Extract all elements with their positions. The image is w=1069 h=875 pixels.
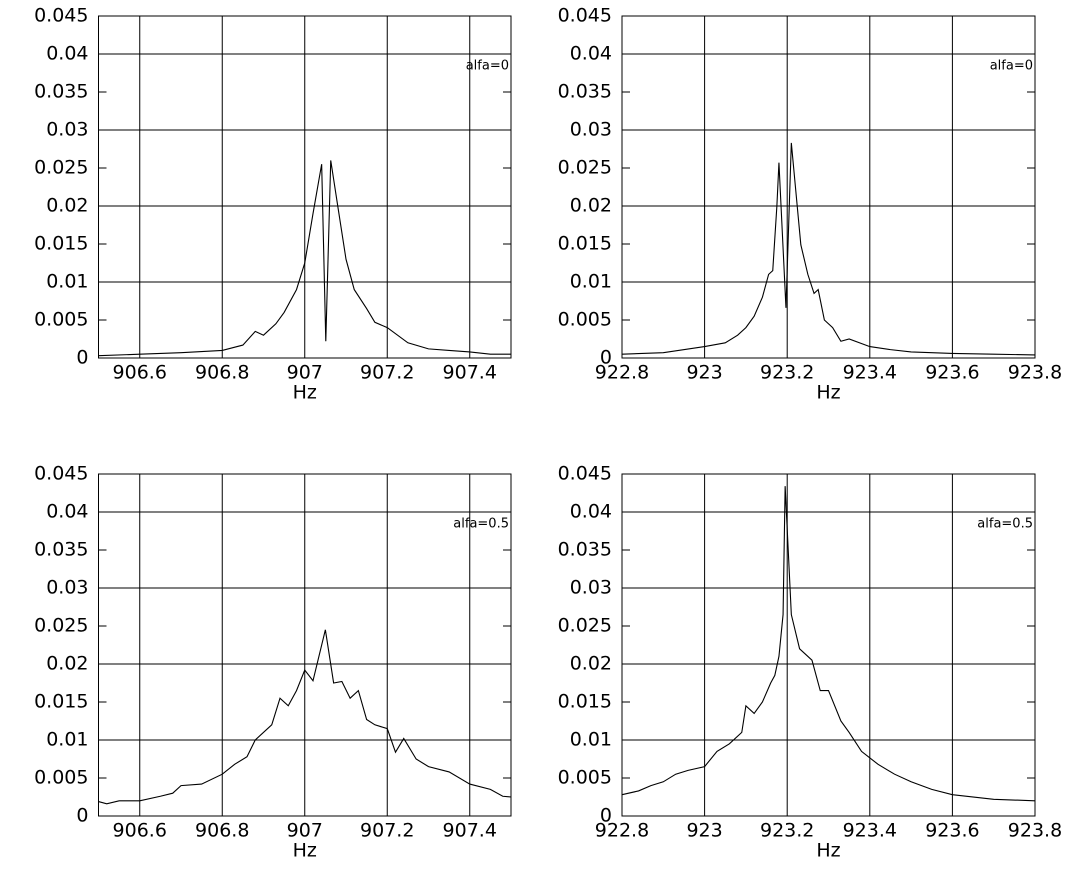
y-tick-label: 0 [76, 347, 88, 369]
x-tick-label: 923.8 [1008, 820, 1062, 842]
x-tick-label: 923.4 [843, 820, 897, 842]
x-tick-label: 906.6 [113, 362, 167, 384]
x-tick-label: 906.8 [195, 820, 249, 842]
y-tick-label: 0.015 [34, 233, 88, 255]
y-tick-label: 0.045 [34, 5, 88, 27]
y-tick-label: 0.025 [34, 615, 88, 637]
spectrum-line [98, 160, 511, 357]
x-tick-label: 907 [287, 362, 323, 384]
y-tick-label: 0.03 [570, 577, 612, 599]
y-tick-label: 0.045 [558, 5, 612, 27]
x-axis-label: Hz [293, 382, 317, 404]
x-tick-label: 922.8 [595, 820, 649, 842]
y-tick-label: 0.01 [46, 729, 88, 751]
y-tick-label: 0.01 [570, 271, 612, 293]
x-tick-label: 922.8 [595, 362, 649, 384]
y-tick-label: 0.035 [558, 539, 612, 561]
y-tick-label: 0.035 [34, 539, 88, 561]
x-tick-label: 923.6 [925, 820, 979, 842]
x-tick-label: 907.4 [443, 362, 497, 384]
y-tick-label: 0.005 [558, 767, 612, 789]
x-tick-label: 923.2 [760, 820, 814, 842]
x-tick-label: 923.4 [843, 362, 897, 384]
annotation: alfa=0 [466, 59, 509, 74]
x-tick-label: 907.2 [360, 820, 414, 842]
y-tick-label: 0.005 [34, 309, 88, 331]
x-tick-label: 923.2 [760, 362, 814, 384]
annotation: alfa=0.5 [453, 517, 509, 532]
y-tick-label: 0.025 [34, 157, 88, 179]
y-tick-label: 0.03 [46, 577, 88, 599]
y-tick-label: 0.03 [570, 119, 612, 141]
x-tick-label: 923 [686, 362, 722, 384]
y-tick-label: 0.035 [34, 81, 88, 103]
y-tick-label: 0.025 [558, 157, 612, 179]
y-tick-label: 0 [76, 805, 88, 827]
x-tick-label: 906.8 [195, 362, 249, 384]
y-tick-label: 0.04 [570, 501, 612, 523]
y-tick-label: 0.015 [558, 233, 612, 255]
annotation: alfa=0 [990, 59, 1033, 74]
x-axis-label: Hz [816, 382, 840, 404]
x-tick-label: 923.6 [925, 362, 979, 384]
y-tick-label: 0.025 [558, 615, 612, 637]
y-tick-label: 0 [600, 347, 612, 369]
annotation: alfa=0.5 [977, 517, 1033, 532]
y-tick-label: 0.02 [570, 653, 612, 675]
y-tick-label: 0.035 [558, 81, 612, 103]
spectrum-line [621, 142, 1036, 356]
y-tick-label: 0.02 [570, 195, 612, 217]
x-axis-label: Hz [816, 840, 840, 862]
x-tick-label: 907 [287, 820, 323, 842]
y-tick-label: 0.01 [570, 729, 612, 751]
x-tick-label: 923.8 [1008, 362, 1062, 384]
y-tick-label: 0 [600, 805, 612, 827]
y-tick-label: 0.045 [34, 463, 88, 485]
y-tick-label: 0.03 [46, 119, 88, 141]
x-tick-label: 907.4 [443, 820, 497, 842]
y-tick-label: 0.04 [570, 43, 612, 65]
spectrum-line [98, 629, 512, 805]
y-tick-label: 0.04 [46, 501, 88, 523]
plot-frame [621, 15, 1036, 359]
spectrum-line [621, 486, 1036, 802]
x-axis-label: Hz [293, 840, 317, 862]
x-tick-label: 906.6 [113, 820, 167, 842]
x-tick-label: 907.2 [360, 362, 414, 384]
y-tick-label: 0.04 [46, 43, 88, 65]
x-tick-label: 923 [686, 820, 722, 842]
y-tick-label: 0.005 [34, 767, 88, 789]
y-tick-label: 0.045 [558, 463, 612, 485]
y-tick-label: 0.005 [558, 309, 612, 331]
y-tick-label: 0.02 [46, 195, 88, 217]
y-tick-label: 0.015 [34, 691, 88, 713]
y-tick-label: 0.01 [46, 271, 88, 293]
plot-frame [621, 473, 1036, 817]
y-tick-label: 0.02 [46, 653, 88, 675]
y-tick-label: 0.015 [558, 691, 612, 713]
